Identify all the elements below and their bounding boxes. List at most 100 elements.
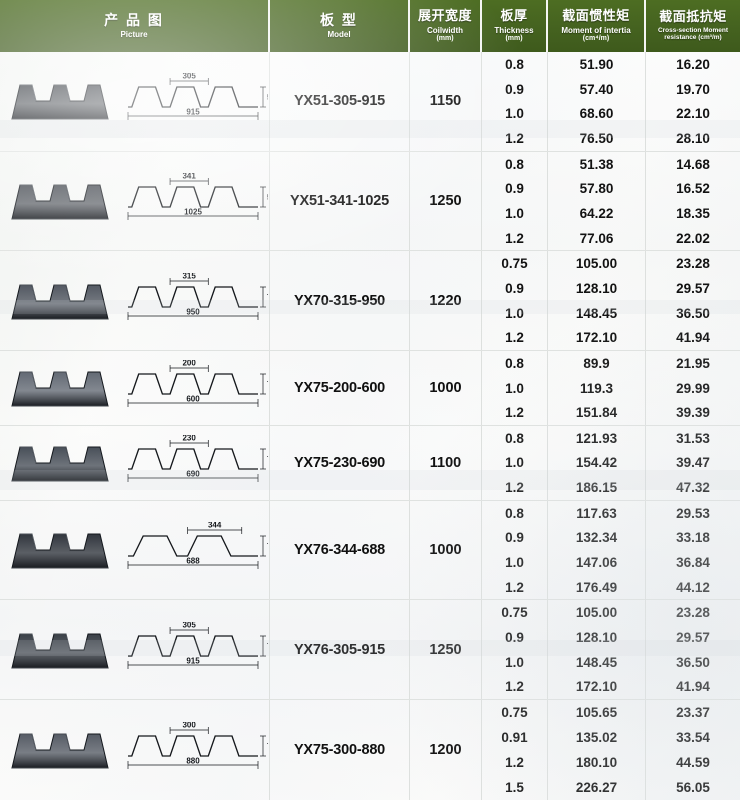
- table-row[interactable]: 0.8 51.90 16.20: [482, 52, 740, 77]
- resistance-cell: 23.37: [676, 705, 710, 721]
- thickness-cell: 1.2: [482, 750, 548, 775]
- thickness-rows: 0.75 105.00 23.28 0.9 128.10 29.57 1.0 148.45 36…: [482, 251, 740, 351]
- table-row[interactable]: 0.8 51.38 14.68: [482, 151, 740, 177]
- dim-pitch-label: 200: [182, 360, 196, 368]
- table-row[interactable]: 1.2 186.15 47.32: [482, 475, 740, 500]
- table-row[interactable]: 1.0 148.45 36.50: [482, 649, 740, 675]
- coilwidth-cell: 1250: [410, 151, 482, 251]
- thickness-cell: 0.9: [482, 276, 548, 301]
- table-row[interactable]: 1.2 180.10 44.59: [482, 750, 740, 775]
- table-row[interactable]: 1.2 176.49 44.12: [482, 574, 740, 600]
- table-row[interactable]: 0.75 105.00 23.28: [482, 600, 740, 626]
- thickness-cell: 1.2: [482, 400, 548, 425]
- inertia-cell: 105.00: [548, 600, 646, 626]
- table-row[interactable]: 1.2 151.84 39.39: [482, 400, 740, 425]
- header-picture-en: Picture: [120, 30, 148, 40]
- table-body: 305 915 51 YX51-305-91511500.851.9016.20…: [0, 52, 740, 800]
- thickness-rows: 0.75 105.65 23.37 0.91 135.02 33.54 1.2 180.10 4…: [482, 700, 740, 800]
- table-row[interactable]: 0.9 57.40 19.70: [482, 76, 740, 102]
- table-row[interactable]: 1.0 119.3 29.99: [482, 375, 740, 401]
- product-photo: [4, 437, 116, 489]
- dim-pitch-label: 305: [182, 622, 196, 630]
- inertia-cell: 151.84: [548, 400, 646, 425]
- table-row[interactable]: 1.2 77.06 22.02: [482, 225, 740, 251]
- table-row[interactable]: 0.9 128.10 29.57: [482, 276, 740, 301]
- inertia-cell: 176.49: [548, 574, 646, 600]
- resistance-cell: 36.50: [676, 654, 710, 670]
- resistance-cell: 29.57: [676, 280, 710, 296]
- table-row[interactable]: 0.8 89.9 21.95: [482, 351, 740, 376]
- cross-section-drawing: 341 1025 51: [116, 173, 268, 229]
- thickness-cell: 1.0: [482, 101, 548, 127]
- resistance-cell: 41.94: [676, 330, 710, 346]
- table-row[interactable]: 0.8 117.63 29.53: [482, 500, 740, 526]
- resistance-cell: 28.10: [676, 130, 710, 146]
- resistance-cell: 56.05: [676, 779, 710, 795]
- dim-height-label: 75: [267, 742, 268, 751]
- table-row[interactable]: 1.0 64.22 18.35: [482, 201, 740, 226]
- table-row[interactable]: 0.91 135.02 33.54: [482, 725, 740, 751]
- inertia-cell: 128.10: [548, 276, 646, 301]
- table-row[interactable]: 1.0 154.42 39.47: [482, 450, 740, 476]
- inertia-cell: 135.02: [548, 725, 646, 751]
- inertia-cell: 148.45: [548, 649, 646, 675]
- inertia-cell: 64.22: [548, 201, 646, 226]
- table-row[interactable]: 1.0 148.45 36.50: [482, 300, 740, 326]
- resistance-cell: 29.57: [676, 630, 710, 645]
- header-inertia-en: Moment of intertia: [561, 25, 631, 35]
- product-photo: [4, 724, 116, 776]
- product-photo: [4, 175, 116, 227]
- dim-width-label: 880: [186, 757, 200, 766]
- table-row[interactable]: 0.9 128.10 29.57: [482, 625, 740, 650]
- picture-cell: 315 950 70: [0, 251, 270, 351]
- table-row[interactable]: 0.75 105.00 23.28: [482, 251, 740, 277]
- inertia-cell: 76.50: [548, 126, 646, 151]
- table-row[interactable]: 0.75 105.65 23.37: [482, 700, 740, 726]
- header-cell-thickness: 板厚 Thickness (mm): [482, 0, 548, 52]
- table-row[interactable]: 1.0 68.60 22.10: [482, 101, 740, 127]
- table-row[interactable]: 1.2 76.50 28.10: [482, 126, 740, 151]
- thickness-cell: 1.2: [482, 126, 548, 151]
- profile-photo-svg: [11, 284, 109, 320]
- table-row[interactable]: 1.5 226.27 56.05: [482, 775, 740, 800]
- table-row[interactable]: 0.8 121.93 31.53: [482, 425, 740, 451]
- picture-cell: 305 915 76: [0, 600, 270, 700]
- table-row[interactable]: 1.2 172.10 41.94: [482, 674, 740, 700]
- header-resistance-cn: 截面抵抗矩: [659, 9, 727, 25]
- dim-pitch-label: 230: [182, 435, 196, 443]
- inertia-cell: 57.40: [548, 76, 646, 102]
- inertia-cell: 105.65: [548, 700, 646, 726]
- thickness-rows: 0.8 121.93 31.53 1.0 154.42 39.47 1.2 186.15 47.…: [482, 425, 740, 500]
- table-row[interactable]: 1.0 147.06 36.84: [482, 550, 740, 575]
- table-row[interactable]: 0.9 132.34 33.18: [482, 525, 740, 551]
- thickness-cell: 0.8: [482, 52, 548, 77]
- header-cell-coilwidth: 展开宽度 Coilwidth (mm): [410, 0, 482, 52]
- thickness-rows: 0.8 117.63 29.53 0.9 132.34 33.18 1.0 147.06 36.…: [482, 500, 740, 600]
- inertia-cell: 172.10: [548, 674, 646, 700]
- thickness-cell: 0.9: [482, 176, 548, 202]
- profile-drawing-svg: 305 915 51: [127, 73, 268, 121]
- cross-section-drawing: 344 688 76: [116, 522, 268, 578]
- dim-width-label: 1025: [184, 208, 202, 217]
- profile-photo-svg: [11, 446, 109, 482]
- resistance-cell: 16.52: [676, 181, 710, 197]
- table-row[interactable]: 1.2 172.10 41.94: [482, 325, 740, 351]
- table-row[interactable]: 0.9 57.80 16.52: [482, 176, 740, 202]
- thickness-cell: 1.0: [482, 375, 548, 401]
- product-photo: [4, 275, 116, 327]
- dim-pitch-label: 300: [182, 722, 196, 730]
- resistance-cell: 16.20: [676, 56, 710, 72]
- resistance-cell: 29.53: [676, 505, 710, 521]
- model-cell: YX51-305-915: [270, 52, 410, 151]
- thickness-cell: 1.0: [482, 300, 548, 326]
- header-cell-picture: 产 品 图 Picture: [0, 0, 270, 52]
